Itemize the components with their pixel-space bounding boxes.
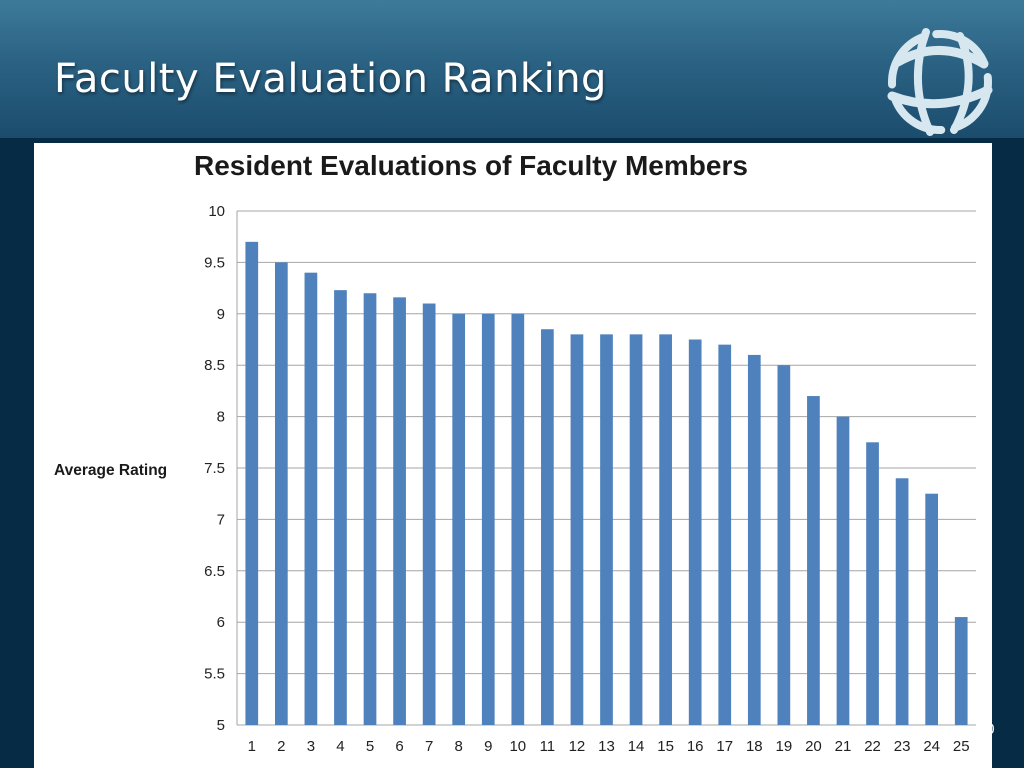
x-tick-label: 10 [509, 738, 526, 755]
x-tick-label: 7 [425, 738, 433, 755]
y-tick-label: 10 [208, 203, 225, 220]
bar-faculty-8 [452, 313, 466, 725]
x-tick-label: 15 [657, 738, 674, 755]
y-tick-label: 5 [217, 717, 225, 734]
slide-number: 0 [986, 722, 995, 738]
bar-faculty-14 [629, 334, 643, 725]
x-tick-label: 12 [569, 738, 586, 755]
bar-faculty-9 [481, 313, 495, 725]
x-tick-label: 20 [805, 738, 822, 755]
bar-faculty-5 [363, 293, 377, 725]
bar-chart: Resident Evaluations of Faculty Members … [54, 150, 976, 755]
bar-faculty-11 [541, 329, 554, 725]
x-tick-label: 22 [864, 738, 881, 755]
bar-faculty-19 [777, 365, 791, 725]
y-tick-label: 6 [217, 614, 225, 631]
x-tick-label: 17 [716, 738, 733, 755]
x-tick-label: 24 [923, 738, 940, 755]
slide-title: Faculty Evaluation Ranking [54, 56, 607, 102]
y-tick-label: 9.5 [204, 254, 225, 271]
x-tick-label: 3 [307, 738, 315, 755]
x-tick-label: 13 [598, 738, 615, 755]
bar-faculty-4 [334, 290, 347, 725]
x-tick-label: 2 [277, 738, 285, 755]
y-tick-label: 7 [217, 511, 225, 528]
bar-faculty-22 [866, 442, 879, 725]
bar-faculty-1 [245, 241, 259, 725]
x-tick-label: 16 [687, 738, 704, 755]
bar-faculty-2 [274, 262, 288, 725]
x-tick-label: 14 [628, 738, 645, 755]
chart-panel: Resident Evaluations of Faculty Members … [34, 143, 992, 768]
y-tick-label: 6.5 [204, 563, 225, 580]
bar-faculty-6 [393, 297, 406, 725]
bar-faculty-16 [688, 339, 702, 725]
x-tick-label: 18 [746, 738, 763, 755]
x-tick-label: 19 [776, 738, 793, 755]
bar-faculty-13 [600, 334, 613, 725]
bar-faculty-23 [895, 478, 909, 725]
x-tick-label: 25 [953, 738, 970, 755]
bar-faculty-25 [954, 617, 968, 725]
bar-faculty-15 [659, 334, 672, 725]
x-tick-label: 5 [366, 738, 374, 755]
x-tick-label: 21 [835, 738, 852, 755]
bar-faculty-17 [718, 344, 732, 725]
x-tick-label: 11 [540, 738, 556, 755]
bar-faculty-18 [747, 354, 761, 725]
bar-faculty-24 [925, 493, 939, 725]
bar-faculty-10 [511, 313, 525, 725]
x-tick-label: 9 [484, 738, 492, 755]
x-tick-label: 6 [395, 738, 403, 755]
x-tick-label: 4 [336, 738, 344, 755]
y-tick-label: 9 [217, 306, 225, 323]
y-axis-title: Average Rating [54, 462, 167, 479]
bar-faculty-20 [807, 396, 820, 725]
y-tick-label: 7.5 [204, 460, 225, 477]
slide-header: Faculty Evaluation Ranking [0, 0, 1024, 138]
bar-faculty-12 [570, 334, 584, 725]
bar-faculty-3 [304, 272, 318, 725]
y-tick-label: 8 [217, 409, 225, 426]
bar-faculty-21 [836, 416, 850, 725]
x-tick-label: 8 [455, 738, 463, 755]
globe-logo-icon [887, 28, 993, 136]
y-tick-label: 8.5 [204, 357, 225, 374]
bar-faculty-7 [422, 303, 436, 725]
chart-title: Resident Evaluations of Faculty Members [194, 150, 748, 181]
x-tick-label: 1 [248, 738, 256, 755]
x-tick-label: 23 [894, 738, 911, 755]
y-tick-label: 5.5 [204, 666, 225, 683]
